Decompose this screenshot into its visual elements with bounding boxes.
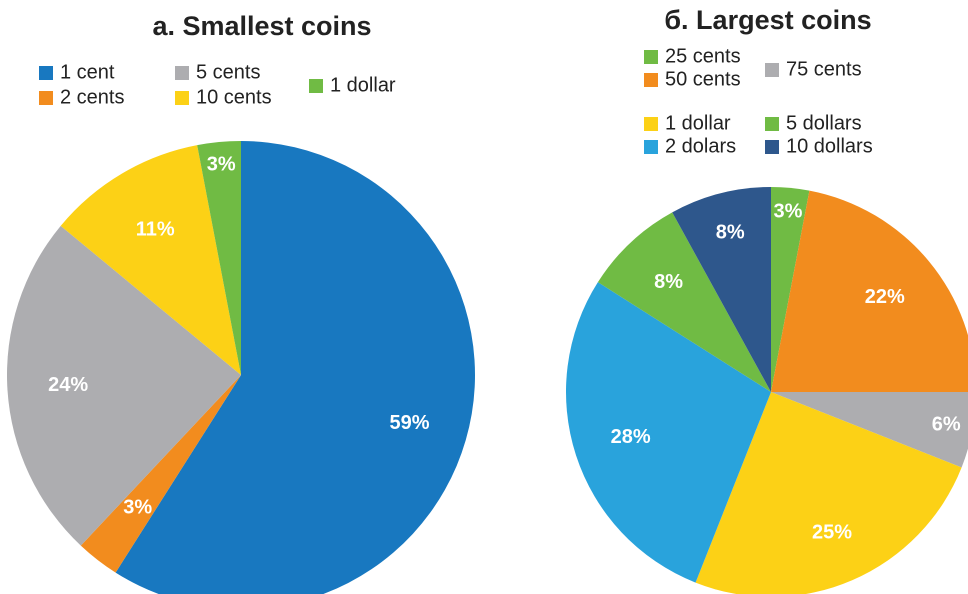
pie-slice [771, 190, 968, 392]
data-label: 28% [611, 426, 651, 448]
data-label: 3% [774, 201, 803, 223]
pie-slice [60, 145, 241, 375]
legend-label: 2 dolars [665, 135, 736, 157]
legend-label: 5 dollars [786, 112, 862, 134]
legend-label: 25 cents [665, 45, 741, 67]
pie-slice [197, 141, 241, 375]
legend-swatch [175, 91, 189, 105]
legend-label: 1 cent [60, 61, 115, 83]
pie-slice [6, 225, 241, 546]
pie-slice [695, 392, 962, 594]
legend-swatch [765, 117, 779, 131]
legend-swatch [175, 66, 189, 80]
data-label: 3% [123, 496, 152, 518]
legend-label: 50 cents [665, 68, 741, 90]
pie-slice [771, 187, 810, 392]
legend-swatch [765, 140, 779, 154]
legend-label: 10 cents [196, 86, 272, 108]
data-label: 6% [932, 414, 961, 436]
data-label: 59% [390, 412, 430, 434]
legend-swatch [765, 63, 779, 77]
legend-label: 5 cents [196, 61, 260, 83]
legend-label: 75 cents [786, 58, 862, 80]
legend-swatch [644, 117, 658, 131]
legend-swatch [644, 50, 658, 64]
legend-swatch [309, 79, 323, 93]
pie-slice [771, 392, 968, 468]
chart-title: б. Largest coins [664, 5, 871, 35]
data-label: 22% [865, 286, 905, 308]
legend-label: 1 dollar [665, 112, 731, 134]
pie-slice [115, 141, 475, 594]
legend-label: 1 dollar [330, 74, 396, 96]
data-label: 8% [716, 221, 745, 243]
pie-slice [80, 375, 241, 573]
data-label: 3% [207, 154, 236, 176]
legend-label: 2 cents [60, 86, 124, 108]
legend-swatch [644, 140, 658, 154]
pie-slice [597, 212, 771, 392]
legend-swatch [39, 91, 53, 105]
data-label: 25% [812, 521, 852, 543]
data-label: 11% [136, 218, 175, 240]
chart-title: a. Smallest coins [152, 11, 371, 41]
pie-slice [672, 187, 771, 392]
legend-swatch [39, 66, 53, 80]
data-label: 8% [654, 271, 683, 293]
pie-slice [566, 282, 771, 583]
legend-swatch [644, 73, 658, 87]
legend-label: 10 dollars [786, 135, 873, 157]
data-label: 24% [48, 374, 88, 396]
